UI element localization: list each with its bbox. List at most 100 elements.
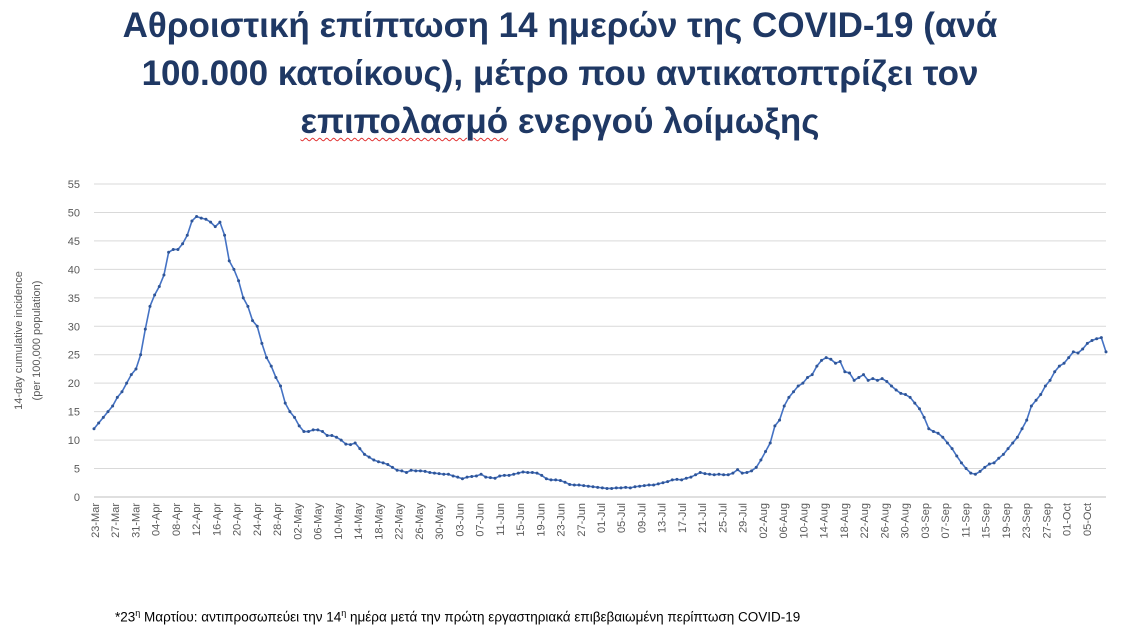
data-point	[1095, 337, 1099, 341]
data-point	[778, 418, 782, 422]
data-point	[540, 473, 544, 477]
data-point	[866, 378, 870, 382]
data-point	[703, 472, 707, 476]
data-point	[376, 460, 380, 464]
data-point	[1043, 384, 1047, 388]
data-point	[442, 472, 446, 476]
x-tick-label: 26-May	[414, 503, 426, 540]
x-tick-label: 20-Apr	[232, 503, 244, 536]
data-point	[106, 410, 110, 414]
y-tick-label: 40	[68, 264, 80, 276]
data-point	[903, 393, 907, 397]
y-tick-label: 15	[68, 407, 80, 419]
y-axis-label-line-2: (per 100,000 population)	[31, 281, 43, 401]
data-point	[1029, 404, 1033, 408]
data-point	[167, 250, 171, 254]
data-point	[782, 404, 786, 408]
data-point	[1104, 350, 1108, 354]
y-axis-label-line-1: 14-day cumulative incidence	[13, 271, 25, 410]
data-point	[726, 473, 730, 477]
data-point	[642, 484, 646, 488]
data-point	[917, 407, 921, 411]
data-point	[307, 430, 311, 434]
data-point	[843, 370, 847, 374]
data-point	[465, 475, 469, 479]
data-point	[978, 469, 982, 473]
data-point	[1085, 341, 1089, 345]
data-point	[931, 430, 935, 434]
data-point	[619, 486, 623, 490]
title-line-1: Αθροιστική επίπτωση 14 ημερών της COVID-…	[122, 6, 998, 45]
x-tick-label: 17-Jul	[677, 503, 689, 533]
data-point	[1099, 336, 1103, 340]
data-point	[195, 214, 199, 218]
data-point	[190, 219, 194, 223]
title-spellcheck-word: επιπολασμό	[300, 102, 509, 141]
data-point	[694, 473, 698, 477]
x-tick-label: 12-Apr	[191, 503, 203, 536]
data-point	[418, 469, 422, 473]
data-point	[806, 375, 810, 379]
data-point	[936, 431, 940, 435]
data-point	[451, 474, 455, 478]
data-point	[423, 469, 427, 473]
data-point	[199, 216, 203, 220]
data-point	[596, 485, 600, 489]
data-point	[554, 478, 558, 482]
data-point	[820, 358, 824, 362]
data-point	[759, 458, 763, 462]
data-point	[241, 296, 245, 300]
data-point	[801, 381, 805, 385]
data-point	[852, 378, 856, 382]
data-point	[204, 217, 208, 221]
data-point	[689, 475, 693, 479]
data-point	[666, 480, 670, 484]
data-point	[115, 395, 119, 399]
y-tick-label: 5	[74, 464, 80, 476]
data-point	[437, 472, 441, 476]
data-point	[647, 483, 651, 487]
data-point	[1090, 339, 1094, 342]
y-tick-label: 20	[68, 378, 80, 390]
data-point	[1071, 350, 1075, 354]
data-point	[582, 484, 586, 488]
grid-lines	[94, 183, 1106, 470]
data-point	[176, 247, 180, 251]
x-tick-label: 29-Jul	[738, 503, 750, 533]
data-point	[111, 404, 115, 408]
data-point	[717, 472, 721, 476]
data-point	[148, 304, 152, 308]
data-point	[139, 353, 143, 357]
series-line	[93, 215, 1107, 490]
data-point	[493, 476, 497, 480]
data-point	[768, 441, 772, 445]
data-point	[92, 427, 96, 431]
data-point	[213, 225, 217, 229]
data-point	[395, 468, 399, 472]
x-tick-label: 28-Apr	[272, 503, 284, 536]
data-point	[591, 485, 595, 489]
data-point	[1039, 393, 1043, 397]
footnote-sup-2: η	[341, 608, 347, 618]
x-tick-label: 08-Apr	[171, 503, 183, 536]
x-tick-label: 30-May	[434, 503, 446, 540]
data-point	[512, 472, 516, 476]
data-point	[162, 273, 166, 277]
data-point	[470, 475, 474, 479]
data-point	[861, 373, 865, 377]
data-point	[624, 485, 628, 489]
footnote-suffix: ημέρα μετά την πρώτη εργαστηριακά επιβεβ…	[346, 609, 801, 625]
data-point	[181, 242, 185, 246]
data-point	[1062, 361, 1066, 365]
data-point	[265, 356, 269, 360]
x-tick-label: 10-May	[333, 503, 345, 540]
page-title: Αθροιστική επίπτωση 14 ημερών της COVID-…	[20, 2, 1100, 146]
x-tick-label: 06-Aug	[778, 503, 790, 538]
data-point	[829, 357, 833, 361]
footnote: *23η Μαρτίου: αντιπροσωπεύει την 14η ημέ…	[115, 608, 800, 625]
y-tick-label: 0	[74, 492, 80, 504]
data-point	[572, 483, 576, 487]
data-point	[586, 484, 590, 488]
data-point	[1025, 418, 1029, 422]
data-point	[670, 478, 674, 482]
